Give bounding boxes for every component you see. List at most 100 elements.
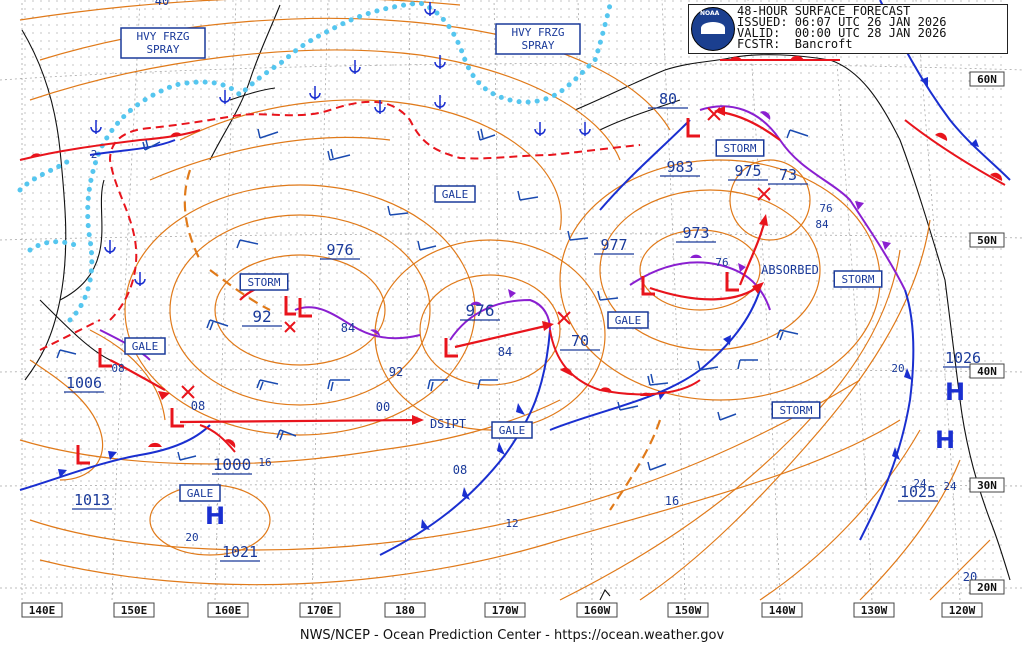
pressure-label: 16 [665,494,679,508]
longitude-label: 180 [395,604,415,617]
warning-box: GALE [179,484,221,502]
warning-box-text: SPRAY [146,43,179,56]
high-centers: HHH [205,378,965,530]
pressure-label: 976 [326,241,353,259]
warning-box-text: STORM [247,276,280,289]
troughs [183,169,662,511]
isobars [19,0,991,601]
pressure-label: 1013 [74,491,110,509]
pressure-label: 40 [155,0,169,8]
warning-box-text: STORM [841,273,874,286]
latitude-label: 40N [977,365,997,378]
warning-box: STORM [715,139,765,157]
pressure-label: 1006 [66,374,102,392]
dot-grid [20,0,1004,600]
latitude-label: 30N [977,479,997,492]
pressure-label: 84 [815,218,829,231]
freezing-spray-boundary [39,100,641,351]
warning-box: GALE [124,337,166,355]
pressure-label: 84 [341,321,355,335]
ice-edge [17,0,613,323]
longitude-label: 160E [215,604,242,617]
warm-front-bumps [30,55,1003,448]
warning-box-text: GALE [132,340,159,353]
pressure-label: 08 [453,463,467,477]
annotation-label: DSIPT [430,417,466,431]
longitude-label: 120W [949,604,976,617]
pressure-label: 24 [913,477,927,490]
warning-box: GALE [434,185,476,203]
pressure-label: 20 [185,531,198,544]
low-centers [76,118,739,465]
warning-box-text: STORM [779,404,812,417]
noaa-logo-text: NOAA [700,10,720,17]
warning-box: GALE [491,421,533,439]
warning-box-text: GALE [442,188,469,201]
pressure-label: 70 [571,332,589,350]
pressure-label: 20 [891,362,904,375]
longitude-label: 140E [29,604,56,617]
warning-box: STORM [239,273,289,291]
pressure-label: 76 [715,256,728,269]
coastlines [21,4,1011,601]
annotation-label: ABSORBED [761,263,819,277]
pressure-label: 12 [505,517,518,530]
map-labels: 976 92 84 976 84 92 00 08 1006 08 08 1013 1000 16 1021… [64,0,983,584]
pressure-label: 1026 [945,349,981,367]
latitude-label: 50N [977,234,997,247]
longitude-label: 170E [307,604,334,617]
longitude-label: 140W [769,604,796,617]
pressure-label: 24 [943,480,957,493]
warning-box-text: GALE [187,487,214,500]
pressure-label: 76 [819,202,832,215]
wind-barbs [56,128,809,471]
longitude-label: 130W [861,604,888,617]
pressure-label: 92 [252,307,271,326]
cold-fronts [19,0,1011,556]
warning-box-text: SPRAY [521,39,554,52]
longitude-label: 170W [492,604,519,617]
pressure-label: 84 [498,345,512,359]
occluded-symbols [370,111,891,336]
pressure-label: 92 [389,365,403,379]
longitude-label: 150E [121,604,148,617]
pressure-label: 975 [734,162,761,180]
high-center-symbol: H [205,502,225,530]
warning-box-text: HVY FRZG [512,26,565,39]
warning-box-text: HVY FRZG [137,30,190,43]
freezing-spray-symbols [90,2,591,286]
axis-labels: 140E 150E 160E 170E 180 170W 160W 150W 140W 130W 1… [21,71,1005,618]
warning-box-text: GALE [615,314,642,327]
pressure-label: 973 [682,224,709,242]
latitude-label: 20N [977,581,997,594]
cold-front-barbs [58,77,979,530]
pressure-label: 1025 [900,483,936,501]
pressure-label: 08 [191,399,205,413]
track-arrowheads [158,106,768,425]
pressure-label: 1000 [213,455,252,474]
header-issued: ISSUED: 06:07 UTC 26 JAN 2026 [737,15,947,29]
pressure-label: 80 [659,90,677,108]
pressure-label: 2 [91,148,98,161]
longitude-label: 160W [584,604,611,617]
header-title: 48-HOUR SURFACE FORECAST [737,4,911,18]
latitude-label: 60N [977,73,997,86]
pressure-label: 977 [600,236,627,254]
warning-box-text: STORM [723,142,756,155]
pressure-label: 976 [466,301,495,320]
high-center-symbol: H [945,378,965,406]
pressure-label: 00 [376,400,390,414]
warning-box: STORM [771,401,821,419]
warning-box: STORM [833,270,883,288]
warning-box-text: GALE [499,424,526,437]
longitude-label: 150W [675,604,702,617]
pressure-label: 08 [111,362,124,375]
warning-box: GALE [607,311,649,329]
header-text: 48-HOUR SURFACE FORECAST ISSUED: 06:07 UT… [737,4,947,51]
header-forecaster: FCSTR: Bancroft [737,37,853,51]
pressure-label: 983 [666,158,693,176]
high-center-symbol: H [935,426,955,454]
